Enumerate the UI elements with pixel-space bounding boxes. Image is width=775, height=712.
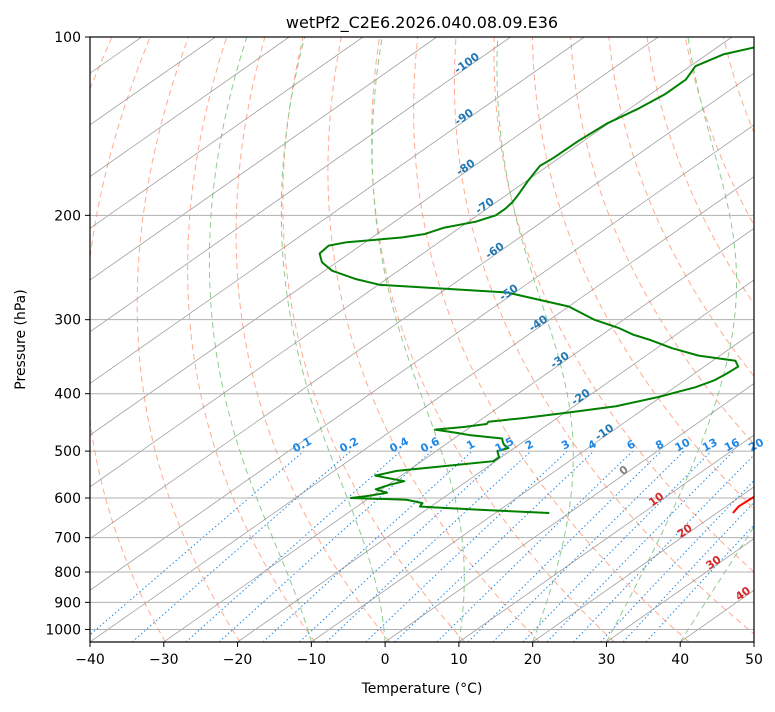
mixing-ratio-label: 10 [673, 436, 693, 455]
x-tick-label: 40 [671, 652, 689, 668]
chart-title: wetPf2_C2E6.2026.040.08.09.E36 [286, 13, 558, 33]
dry-adiabat [235, 37, 391, 642]
mixing-ratio-line [185, 450, 402, 642]
mixing-ratio-label: 16 [722, 436, 742, 455]
dry-adiabat [187, 37, 316, 642]
isotherm-line [237, 279, 754, 642]
isotherm-line [384, 382, 754, 642]
x-tick-label: 20 [524, 652, 542, 668]
mixing-ratio-line [299, 450, 507, 642]
dry-adiabat [136, 37, 241, 642]
mixing-ratio-line [546, 450, 734, 642]
y-tick-label: 900 [54, 595, 81, 611]
dry-adiabat [646, 37, 754, 305]
isotherm-line [606, 538, 754, 642]
y-tick-label: 100 [54, 30, 81, 46]
isotherm-line [90, 37, 511, 333]
y-tick-label: 500 [54, 444, 81, 460]
y-tick-label: 700 [54, 531, 81, 547]
x-tick-label: −20 [223, 652, 253, 668]
mixing-ratio-line [394, 450, 595, 642]
isotherm-line [90, 72, 754, 540]
x-tick-label: −40 [75, 652, 105, 668]
mixing-ratio-line [492, 450, 685, 642]
isotherm-line [90, 37, 659, 436]
y-tick-label: 600 [54, 491, 81, 507]
moist-adiabat [496, 37, 574, 642]
y-tick-label: 400 [54, 387, 81, 403]
dewpoint-line [318, 46, 754, 515]
x-tick-label: 30 [598, 652, 616, 668]
x-tick-label: −30 [149, 652, 179, 668]
dry-adiabat [531, 37, 754, 510]
dry-adiabat [608, 37, 754, 377]
isotherm-line [90, 37, 364, 229]
isotherm-line [532, 486, 754, 642]
plot-frame [89, 36, 755, 643]
isotherm-line [163, 227, 754, 642]
y-tick-label: 200 [54, 208, 81, 224]
isotherm-line [458, 434, 754, 642]
mixing-ratio-line [600, 479, 754, 642]
mixing-ratio-line [522, 450, 712, 642]
mixing-ratio-label: 13 [700, 436, 720, 455]
moist-adiabat [605, 37, 738, 642]
y-tick-label: 300 [54, 313, 81, 329]
mixing-ratio-label: 20 [746, 436, 766, 455]
x-tick-label: 0 [381, 652, 390, 668]
isotherm-line [90, 37, 437, 281]
y-tick-label: 1000 [45, 622, 81, 638]
profile-series [318, 46, 754, 515]
mixing-ratio-line [365, 450, 568, 642]
mixing-ratio-line [467, 450, 662, 642]
isotherm-line [90, 37, 733, 488]
moist-adiabat [371, 37, 465, 642]
x-axis-label: Temperature (°C) [361, 681, 483, 697]
isotherm-line [311, 331, 754, 642]
isotherm-line [90, 124, 754, 591]
y-axis-label: Pressure (hPa) [13, 289, 29, 389]
mixing-ratio-line [573, 454, 754, 642]
dry-adiabat [282, 37, 466, 642]
mixing-ratio-line [436, 450, 634, 642]
dry-adiabat [413, 37, 690, 642]
isotherm-line [90, 37, 290, 178]
isotherm-line [90, 37, 585, 384]
x-tick-label: 50 [745, 652, 763, 668]
dry-adiabat [370, 37, 615, 642]
x-tick-label: 10 [450, 652, 468, 668]
x-axis: −40 −30 −20 −10 0 10 20 30 40 50 [75, 642, 763, 668]
moist-adiabat [280, 37, 386, 642]
isotherm-line [90, 176, 754, 642]
dry-adiabat [493, 37, 754, 573]
x-tick-label: −10 [297, 652, 327, 668]
y-tick-label: 800 [54, 565, 81, 581]
y-axis: 100 200 300 400 500 600 700 800 900 1000 [45, 30, 90, 638]
